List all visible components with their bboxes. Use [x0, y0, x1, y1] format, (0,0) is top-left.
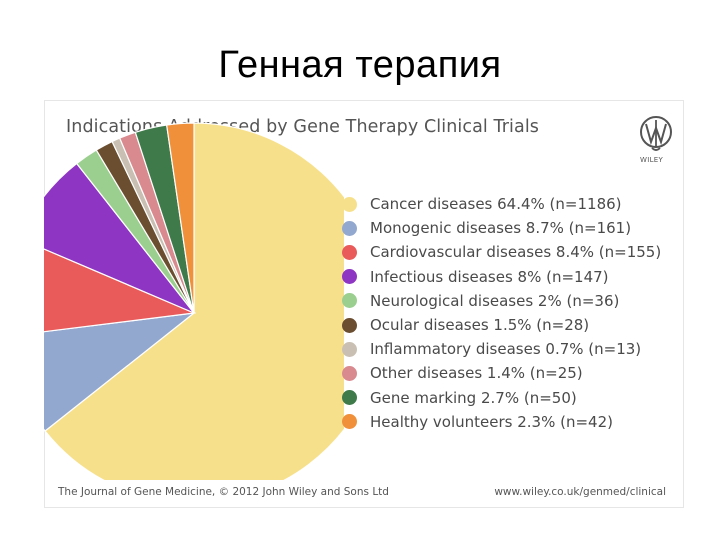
legend-item: Other diseases 1.4% (n=25): [342, 361, 682, 385]
wiley-logo-icon: [640, 116, 672, 151]
legend-swatch: [342, 365, 357, 381]
legend-item: Cardiovascular diseases 8.4% (n=155): [342, 240, 682, 264]
legend-label: Other diseases 1.4% (n=25): [370, 364, 583, 383]
legend-swatch: [342, 317, 357, 333]
legend-swatch: [342, 220, 357, 236]
legend-label: Infectious diseases 8% (n=147): [370, 267, 609, 286]
pie-chart: [44, 122, 344, 480]
pie-slice-infectious-diseases: [44, 162, 195, 314]
legend-swatch: [342, 293, 357, 309]
legend-swatch: [342, 269, 357, 285]
legend-label: Gene marking 2.7% (n=50): [370, 388, 577, 407]
chart-legend: Cancer diseases 64.4% (n=1186) Monogenic …: [342, 192, 682, 434]
legend-item: Inflammatory diseases 0.7% (n=13): [342, 337, 682, 361]
legend-item: Healthy volunteers 2.3% (n=42): [342, 410, 682, 434]
legend-label: Inflammatory diseases 0.7% (n=13): [370, 340, 642, 359]
chart-figure: Indications Addressed by Gene Therapy Cl…: [44, 100, 684, 508]
pie-slice-monogenic-diseases: [44, 312, 197, 432]
legend-swatch: [342, 390, 357, 406]
legend-item: Cancer diseases 64.4% (n=1186): [342, 192, 682, 216]
source-url: www.wiley.co.uk/genmed/clinical: [494, 486, 666, 498]
legend-swatch: [342, 414, 357, 430]
pie-slice-cardiovascular-diseases: [44, 248, 197, 333]
legend-label: Monogenic diseases 8.7% (n=161): [370, 219, 632, 238]
legend-label: Cancer diseases 64.4% (n=1186): [370, 195, 622, 214]
legend-label: Ocular diseases 1.5% (n=28): [370, 316, 590, 335]
legend-label: Cardiovascular diseases 8.4% (n=155): [370, 243, 662, 262]
legend-label: Healthy volunteers 2.3% (n=42): [370, 412, 613, 431]
pie-slice-healthy-volunteers: [165, 122, 195, 314]
legend-item: Ocular diseases 1.5% (n=28): [342, 313, 682, 337]
legend-label: Neurological diseases 2% (n=36): [370, 291, 620, 310]
legend-swatch: [342, 341, 357, 357]
slide-title: Генная терапия: [218, 44, 502, 86]
legend-item: Monogenic diseases 8.7% (n=161): [342, 216, 682, 240]
legend-swatch: [342, 196, 357, 212]
legend-item: Gene marking 2.7% (n=50): [342, 386, 682, 410]
wiley-logo-text: WILEY: [640, 156, 664, 164]
legend-item: Infectious diseases 8% (n=147): [342, 265, 682, 289]
legend-swatch: [342, 244, 357, 260]
legend-item: Neurological diseases 2% (n=36): [342, 289, 682, 313]
journal-credit: The Journal of Gene Medicine, © 2012 Joh…: [58, 486, 389, 498]
